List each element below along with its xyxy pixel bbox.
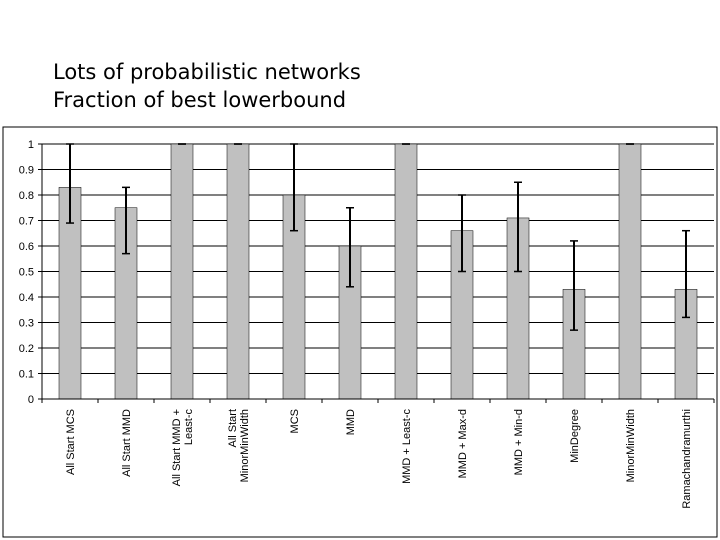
x-tick-label: MinDegree <box>569 409 581 463</box>
y-tick-label: 0.7 <box>19 216 34 228</box>
x-tick-label: MMD + Least-c <box>401 409 413 484</box>
y-tick-label: 0.9 <box>19 165 34 177</box>
x-tick-labels: All Start MCS All Start MMD All Start MMD … <box>65 409 693 509</box>
axes <box>38 143 715 403</box>
y-tick-labels: 0 0.1 0.2 0.3 0.4 0.5 0.6 0.7 0.8 0.9 1 <box>19 139 34 406</box>
x-tick-label: MMD <box>345 409 357 435</box>
error-bars <box>66 143 690 331</box>
y-tick-label: 0 <box>28 394 34 406</box>
slide-subtitle: Fraction of best lowerbound <box>53 88 347 112</box>
y-tick-label: 0.6 <box>19 241 34 253</box>
y-tick-label: 0.5 <box>19 267 34 279</box>
y-tick-label: 0.2 <box>19 343 34 355</box>
x-tick-label: All Start MMD <box>121 409 133 477</box>
x-tick-label: MinorMinWidth <box>625 409 637 482</box>
x-tick-label: All Start MCS <box>65 409 77 475</box>
y-tick-label: 0.4 <box>19 292 34 304</box>
x-tick-label: MCS <box>289 409 301 433</box>
bar <box>618 143 642 400</box>
y-tick-label: 0.1 <box>19 369 34 381</box>
x-tick-label: MinorMinWidth <box>239 409 251 482</box>
gridlines <box>42 143 714 374</box>
y-tick-label: 0.8 <box>19 190 34 202</box>
slide-title: Lots of probabilistic networks <box>53 60 361 84</box>
x-tick-label: MMD + Min-d <box>513 409 525 475</box>
bar <box>226 143 250 400</box>
x-tick-label: MMD + Max-d <box>457 409 469 478</box>
bar <box>170 143 194 400</box>
x-tick-label: All Start <box>227 409 239 448</box>
y-tick-label: 0.3 <box>19 318 34 330</box>
slide-title-block: Lots of probabilistic networks Fraction … <box>53 58 361 114</box>
x-tick-label: All Start MMD + <box>171 409 183 486</box>
x-tick-label: Least-c <box>183 409 195 446</box>
bar <box>394 143 418 400</box>
y-tick-label: 1 <box>28 139 34 151</box>
x-tick-label: Ramachandramurthi <box>681 409 693 509</box>
